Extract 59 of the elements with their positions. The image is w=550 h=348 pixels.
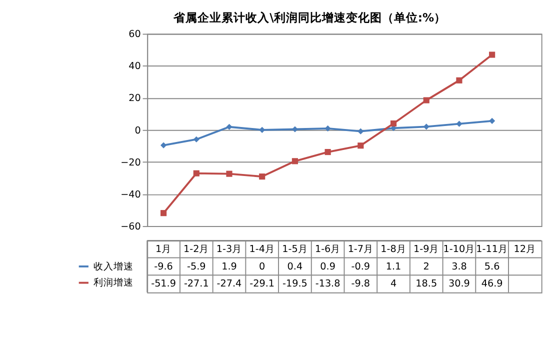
data-label: -19.5	[282, 278, 308, 290]
point	[160, 210, 167, 216]
x-tick-label: 1-3月	[216, 244, 242, 256]
data-label: -29.1	[250, 278, 275, 290]
x-tick-label: 1-10月	[443, 244, 476, 256]
legend-label: 收入增速	[93, 260, 134, 272]
point	[324, 148, 331, 156]
data-label: 2	[423, 261, 430, 272]
y-tick-label: 60	[128, 29, 141, 40]
data-label: 18.5	[416, 278, 438, 290]
x-tick-label: 1-2月	[184, 244, 210, 256]
x-tick-label: 1-9月	[414, 244, 440, 256]
point	[259, 174, 266, 180]
data-label: -5.9	[187, 261, 206, 272]
point	[193, 170, 200, 176]
point	[423, 97, 430, 104]
data-label: -0.9	[351, 261, 370, 272]
x-tick-label: 1-11月	[476, 244, 508, 256]
point	[292, 158, 298, 164]
y-tick-label: 20	[128, 93, 141, 104]
data-label: 30.9	[448, 278, 470, 290]
data-label: -51.9	[151, 278, 176, 290]
data-label: -9.6	[154, 261, 173, 272]
x-tick-label: 1-8月	[380, 244, 406, 256]
x-tick-label: 1-7月	[348, 244, 374, 256]
y-tick-label: −60	[120, 221, 141, 232]
data-label: 0.9	[320, 261, 336, 272]
y-tick-label: −20	[120, 157, 141, 168]
point	[226, 170, 232, 177]
data-label: 1.9	[222, 261, 237, 272]
data-label: 1.1	[386, 261, 402, 272]
y-tick-label: 40	[128, 61, 141, 72]
point	[390, 120, 397, 127]
data-label: -27.4	[216, 278, 242, 290]
data-label: -13.8	[315, 278, 340, 290]
point	[160, 142, 167, 148]
point	[456, 77, 462, 84]
x-tick-label: 12月	[514, 244, 536, 256]
data-label: 3.8	[452, 261, 467, 272]
y-tick-label: 0	[134, 125, 141, 136]
data-label: 0.4	[287, 261, 303, 272]
chart-title: 省属企业累计收入\利润同比增速变化图（单位:%）	[172, 10, 446, 25]
point	[358, 142, 364, 149]
data-label: -27.1	[184, 278, 209, 290]
y-tick-label: −40	[120, 189, 141, 200]
point	[489, 52, 496, 58]
data-label: 0	[259, 261, 266, 272]
x-tick-label: 1-6月	[314, 244, 341, 256]
point	[193, 136, 200, 142]
x-tick-label: 1-5月	[282, 244, 308, 256]
data-label: -9.8	[351, 278, 370, 290]
data-label: 4	[390, 278, 397, 290]
legend-label: 利润增速	[93, 276, 134, 289]
x-tick-label: 1-4月	[249, 244, 275, 256]
data-label: 5.6	[484, 261, 500, 272]
data-label: 46.9	[481, 278, 503, 290]
point	[226, 124, 232, 130]
point	[489, 118, 496, 124]
x-tick-label: 1月	[155, 244, 172, 256]
